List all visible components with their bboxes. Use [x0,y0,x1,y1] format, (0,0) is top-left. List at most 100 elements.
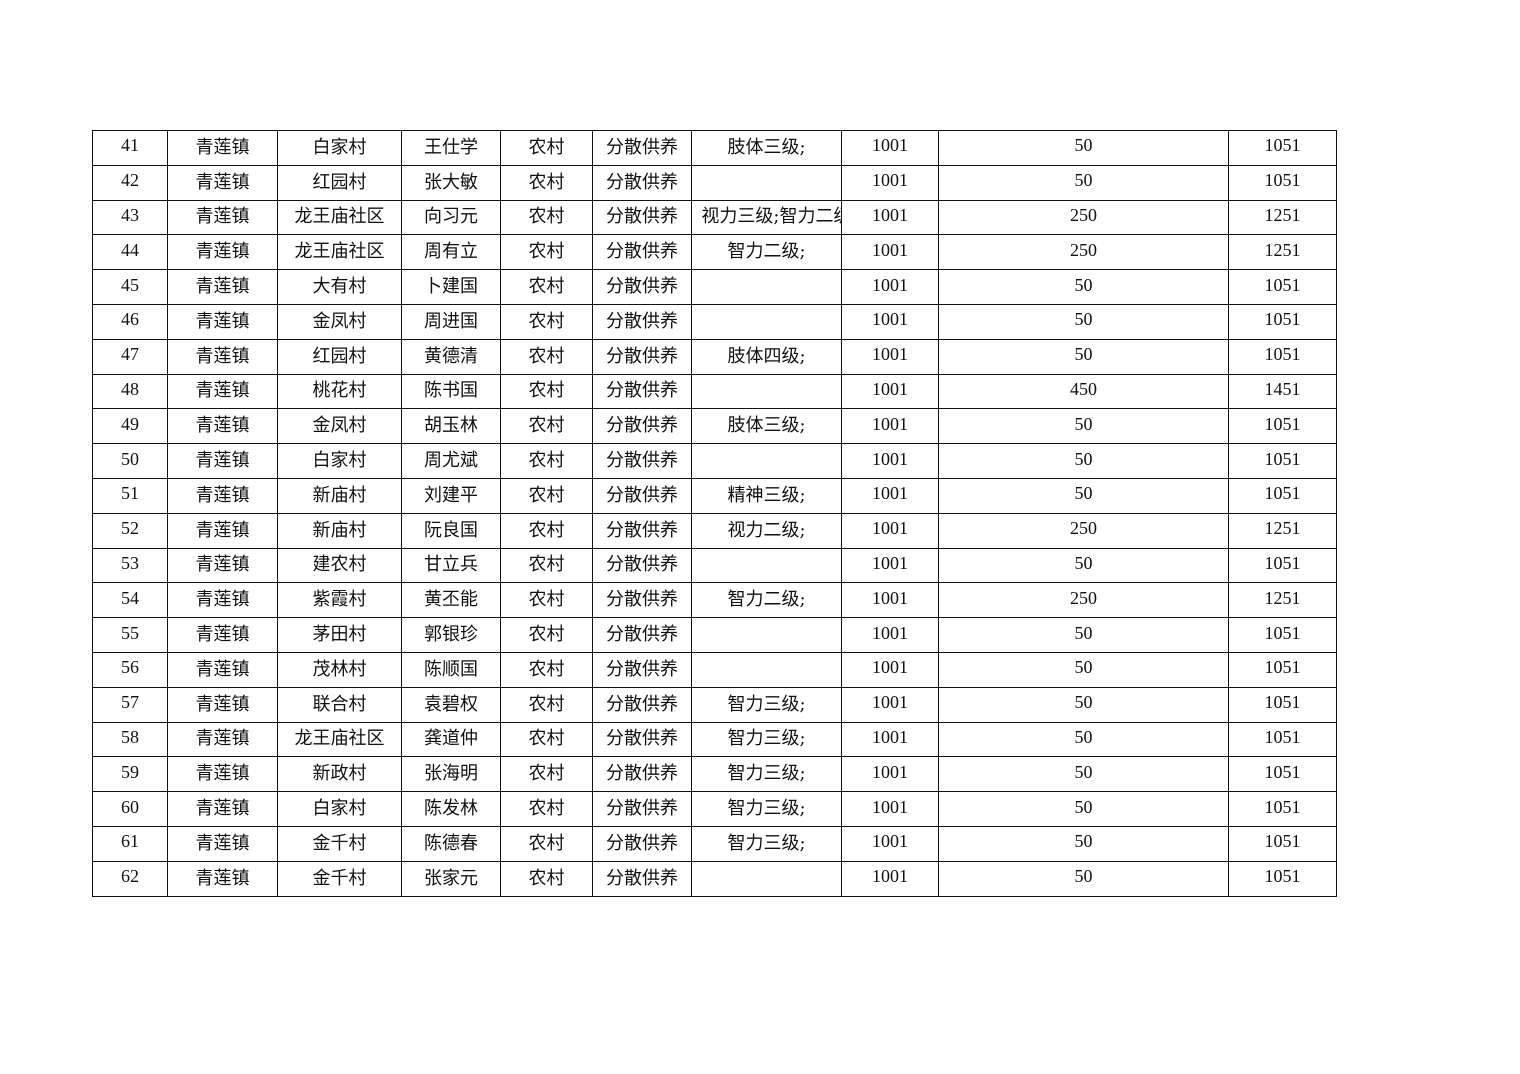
total-amount-cell: 1251 [1228,512,1337,549]
base-amount-cell: 1001 [841,234,939,271]
town-cell: 青莲镇 [167,338,278,375]
row-number-cell: 52 [92,512,168,549]
town-cell: 青莲镇 [167,303,278,340]
household-type-cell: 农村 [500,791,593,827]
village-cell: 红园村 [277,164,402,201]
support-type-cell: 分散供养 [592,512,692,549]
support-type-cell: 分散供养 [592,234,692,271]
base-amount-cell: 1001 [841,338,939,375]
village-cell: 大有村 [277,269,402,305]
disability-level-cell [691,617,842,653]
name-cell: 张海明 [401,756,501,793]
subsidy-amount-cell: 50 [938,756,1229,793]
disability-level-cell: 智力三级; [691,825,842,862]
support-type-cell: 分散供养 [592,338,692,375]
total-amount-cell: 1051 [1228,825,1337,862]
household-type-cell: 农村 [500,756,593,793]
support-type-cell: 分散供养 [592,443,692,479]
row-number-cell: 55 [92,617,168,653]
subsidy-amount-cell: 250 [938,199,1229,236]
support-type-cell: 分散供养 [592,791,692,827]
base-amount-cell: 1001 [841,512,939,549]
base-amount-cell: 1001 [841,269,939,305]
row-number-cell: 41 [92,130,168,166]
row-number-cell: 61 [92,825,168,862]
table-row: 57 青莲镇 联合村 袁碧权 农村 分散供养 智力三级; 1001 50 1051 [92,686,1337,723]
name-cell: 胡玉林 [401,408,501,445]
base-amount-cell: 1001 [841,547,939,584]
row-number-cell: 42 [92,164,168,201]
subsidy-amount-cell: 50 [938,860,1229,897]
table-row: 61 青莲镇 金千村 陈德春 农村 分散供养 智力三级; 1001 50 1051 [92,825,1337,862]
row-number-cell: 54 [92,582,168,619]
town-cell: 青莲镇 [167,408,278,445]
disability-level-cell [691,547,842,584]
household-type-cell: 农村 [500,269,593,305]
name-cell: 刘建平 [401,477,501,514]
name-cell: 向习元 [401,199,501,236]
household-type-cell: 农村 [500,234,593,271]
name-cell: 陈顺国 [401,651,501,688]
town-cell: 青莲镇 [167,860,278,897]
subsidy-amount-cell: 50 [938,721,1229,758]
household-type-cell: 农村 [500,582,593,619]
total-amount-cell: 1051 [1228,130,1337,166]
total-amount-cell: 1051 [1228,651,1337,688]
total-amount-cell: 1051 [1228,860,1337,897]
total-amount-cell: 1051 [1228,408,1337,445]
disability-level-cell [691,164,842,201]
name-cell: 张家元 [401,860,501,897]
household-type-cell: 农村 [500,443,593,479]
village-cell: 龙王庙社区 [277,199,402,236]
table-row: 50 青莲镇 白家村 周尤斌 农村 分散供养 1001 50 1051 [92,443,1337,479]
support-type-cell: 分散供养 [592,269,692,305]
name-cell: 郭银珍 [401,617,501,653]
disability-level-cell [691,443,842,479]
name-cell: 周尤斌 [401,443,501,479]
disability-level-cell: 智力二级; [691,234,842,271]
base-amount-cell: 1001 [841,443,939,479]
subsidy-amount-cell: 50 [938,269,1229,305]
subsidy-amount-cell: 50 [938,791,1229,827]
base-amount-cell: 1001 [841,373,939,410]
village-cell: 建农村 [277,547,402,584]
village-cell: 龙王庙社区 [277,721,402,758]
subsidy-amount-cell: 250 [938,512,1229,549]
village-cell: 新庙村 [277,512,402,549]
disability-level-text: 智力三级; [727,798,806,820]
town-cell: 青莲镇 [167,234,278,271]
disability-level-cell: 智力三级; [691,686,842,723]
subsidy-amount-cell: 50 [938,164,1229,201]
base-amount-cell: 1001 [841,651,939,688]
table-row: 44 青莲镇 龙王庙社区 周有立 农村 分散供养 智力二级; 1001 250 1251 [92,234,1337,271]
row-number-cell: 47 [92,338,168,375]
base-amount-cell: 1001 [841,791,939,827]
village-cell: 紫霞村 [277,582,402,619]
disability-level-text: 智力二级; [727,589,806,611]
town-cell: 青莲镇 [167,756,278,793]
village-cell: 白家村 [277,130,402,166]
household-type-cell: 农村 [500,721,593,758]
row-number-cell: 50 [92,443,168,479]
village-cell: 联合村 [277,686,402,723]
household-type-cell: 农村 [500,373,593,410]
total-amount-cell: 1051 [1228,547,1337,584]
town-cell: 青莲镇 [167,512,278,549]
town-cell: 青莲镇 [167,617,278,653]
table-row: 60 青莲镇 白家村 陈发林 农村 分散供养 智力三级; 1001 50 1051 [92,791,1337,827]
disability-level-text: 肢体三级; [727,136,806,158]
base-amount-cell: 1001 [841,825,939,862]
base-amount-cell: 1001 [841,582,939,619]
base-amount-cell: 1001 [841,756,939,793]
base-amount-cell: 1001 [841,199,939,236]
village-cell: 茂林村 [277,651,402,688]
disability-level-text: 肢体四级; [727,345,806,367]
village-cell: 金凤村 [277,408,402,445]
town-cell: 青莲镇 [167,164,278,201]
total-amount-cell: 1051 [1228,721,1337,758]
table-row: 58 青莲镇 龙王庙社区 龚道仲 农村 分散供养 智力三级; 1001 50 1051 [92,721,1337,758]
town-cell: 青莲镇 [167,825,278,862]
base-amount-cell: 1001 [841,164,939,201]
table-row: 45 青莲镇 大有村 卜建国 农村 分散供养 1001 50 1051 [92,269,1337,305]
